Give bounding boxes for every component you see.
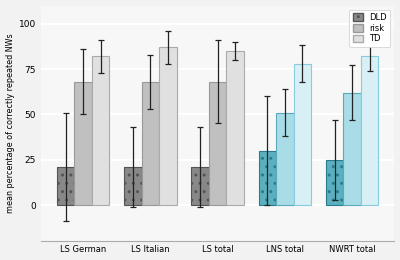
Bar [259,151,276,205]
Bar [74,82,92,205]
Bar [159,47,177,205]
Bar [142,82,159,205]
Bar [361,56,378,205]
Bar [124,167,142,205]
Bar [344,93,361,205]
Bar [92,56,109,205]
Bar [226,51,244,205]
Bar [209,82,226,205]
Bar [276,113,294,205]
Bar [326,160,344,205]
Bar [192,167,209,205]
Y-axis label: mean percentage of correctly repeated NWs: mean percentage of correctly repeated NW… [6,34,14,213]
Legend: DLD, risk, TD: DLD, risk, TD [349,10,390,47]
Bar [294,64,311,205]
Bar [57,167,74,205]
